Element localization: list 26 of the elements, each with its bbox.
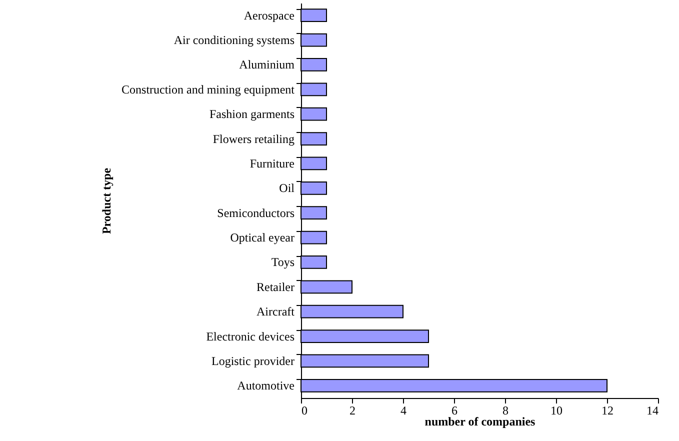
y-tick-label: Toys	[271, 255, 295, 270]
y-tick-label: Flowers retailing	[212, 132, 294, 146]
x-tick-label: 14	[646, 404, 658, 418]
y-tick-label: Furniture	[250, 156, 294, 170]
x-tick-label: 0	[302, 404, 308, 418]
y-tick-label: Aircraft	[256, 304, 296, 319]
y-axis-title: Product type	[100, 167, 114, 234]
y-tick-label: Retailer	[256, 280, 294, 294]
y-tick-label: Construction and mining equipment	[122, 82, 296, 96]
y-tick-label: Air conditioning systems	[174, 33, 295, 48]
x-axis-title: number of companies	[424, 414, 536, 428]
x-tick-label: 10	[550, 404, 562, 418]
y-tick-label: Optical eyear	[230, 230, 294, 245]
x-tick-label: 8	[502, 404, 508, 418]
y-tick-label: Logistic provider	[212, 354, 294, 368]
x-tick-label: 2	[350, 404, 356, 418]
y-tick-label: Aluminium	[239, 58, 296, 72]
y-tick-label: Electronic devices	[206, 329, 295, 344]
x-tick-label: 6	[452, 404, 458, 418]
x-tick-label: 12	[602, 404, 614, 418]
x-tick-label: 4	[400, 404, 406, 418]
y-tick-label: Aerospace	[244, 8, 294, 22]
y-tick-label: Oil	[279, 181, 296, 196]
y-tick-label: Fashion garments	[210, 107, 295, 122]
y-tick-label: Automotive	[237, 378, 294, 393]
y-tick-label: Semiconductors	[217, 206, 295, 220]
